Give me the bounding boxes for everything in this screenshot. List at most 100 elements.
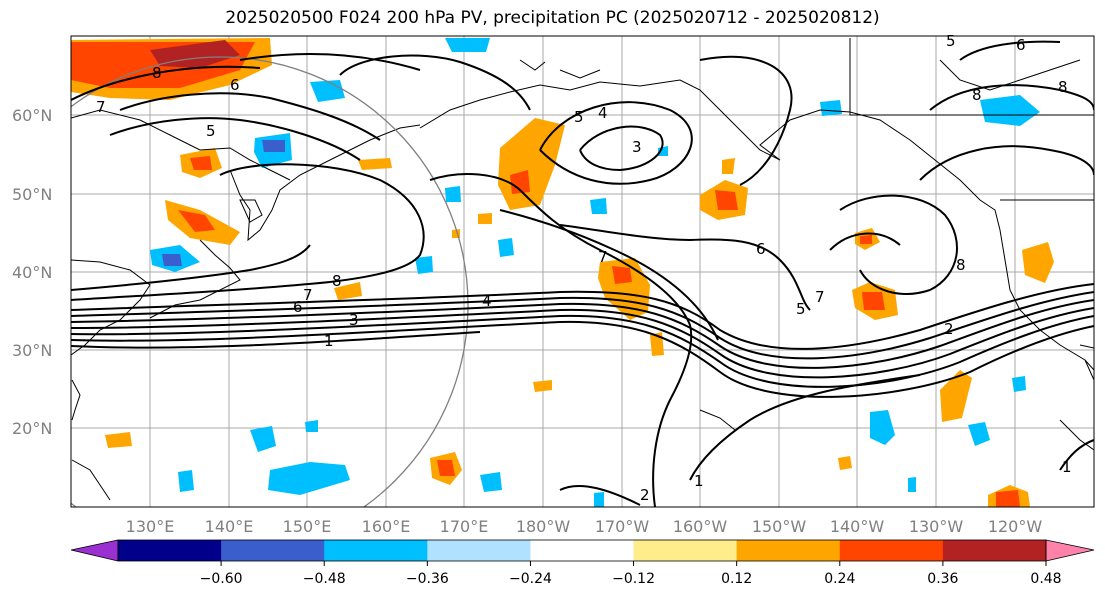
precip-negative-area [870, 410, 895, 445]
contour-label-7: 7 [96, 98, 106, 116]
colorbar-tick-label: −0.48 [303, 571, 346, 587]
precip-positive-area [838, 456, 852, 470]
colorbar-cell [427, 540, 531, 561]
contour-label-7-japan: 7 [303, 286, 313, 304]
latitude-labels: 60°N 50°N 40°N 30°N 20°N [12, 106, 52, 438]
colorbar-extend-high [1045, 539, 1095, 562]
contour-label-7-east: 7 [815, 288, 825, 306]
contour-label-1-se: 1 [1062, 458, 1072, 476]
contour-label-3-jet: 3 [349, 311, 359, 329]
colorbar-cell [942, 540, 1047, 561]
range-circle [71, 56, 469, 507]
precip-negative-area [445, 38, 490, 52]
lat-label: 60°N [12, 106, 52, 125]
precip-positive-area [105, 432, 132, 448]
map-border [70, 35, 1095, 508]
coastlines [71, 38, 1094, 501]
longitude-labels: 130°E 140°E 150°E 160°E 170°E 180°W 170°… [126, 517, 1043, 536]
lon-label: 150°E [283, 517, 332, 536]
precip-negative-area [268, 462, 350, 495]
precip-negative-area [594, 492, 604, 507]
precip-positive-area [190, 156, 212, 170]
lon-label: 160°W [673, 517, 728, 536]
precip-positive-area [996, 490, 1020, 507]
contour-label-5-canada: 5 [946, 32, 956, 50]
lon-label: 170°E [440, 517, 489, 536]
lat-label: 40°N [12, 263, 52, 282]
colorbar-extend-low [70, 539, 119, 562]
colorbar-cell [118, 540, 222, 561]
contour-label-3-north: 3 [632, 138, 642, 156]
lon-label: 160°E [362, 517, 411, 536]
contour-label-8-alaska: 8 [972, 86, 982, 104]
precip-positive-area [437, 460, 455, 476]
colorbar-cell [736, 540, 841, 561]
colorbar-tick-label: −0.36 [406, 571, 449, 587]
contour-label-2-south: 2 [640, 486, 650, 504]
pv-contours [71, 40, 1094, 507]
colorbar-tick-label: 0.12 [721, 571, 752, 587]
precip-negative-area [1012, 376, 1026, 392]
contour-label-6: 6 [230, 76, 240, 94]
contour-label-1-south: 1 [694, 472, 704, 490]
contour-label-5: 5 [206, 122, 216, 140]
precip-positive-area [612, 266, 632, 284]
precip-negative-area [162, 254, 182, 266]
colorbar-cell [530, 540, 635, 561]
precip-positive-area [478, 213, 492, 224]
lat-label: 30°N [12, 341, 52, 360]
precip-positive-area [334, 282, 362, 300]
precip-negative-area [178, 470, 194, 492]
contour-label-6-east: 6 [756, 240, 766, 258]
precip-negative-area [968, 422, 990, 446]
contour-label-6-canada: 6 [1016, 36, 1026, 54]
colorbar-tick-label: −0.12 [612, 571, 655, 587]
precip-negative-area [250, 426, 276, 452]
precip-positive-area [860, 235, 872, 244]
map-title: 2025020500 F024 200 hPa PV, precipitatio… [225, 8, 880, 28]
precip-negative-area [305, 420, 318, 432]
lon-label: 140°E [205, 517, 254, 536]
contour-label-4-north: 4 [598, 104, 608, 122]
colorbar-cell [839, 540, 944, 561]
contour-label-8-canada: 8 [1058, 78, 1068, 96]
precip-positive-area [722, 158, 735, 174]
contour-label-1-jet: 1 [324, 332, 334, 350]
lon-label: 170°W [595, 517, 650, 536]
lat-label: 50°N [12, 185, 52, 204]
precip-negative-area [658, 146, 668, 156]
precip-negative-area [590, 198, 607, 214]
lon-label: 130°E [126, 517, 175, 536]
contour-label-8-japan: 8 [332, 272, 342, 290]
contour-label-8: 8 [152, 64, 162, 82]
precip-positive-area [598, 258, 650, 320]
colorbar-tick-label: 0.48 [1030, 571, 1061, 587]
colorbar-cell [633, 540, 738, 561]
contour-label-5-north: 5 [574, 108, 584, 126]
precip-negative-area [262, 140, 285, 152]
colorbar-outline [117, 539, 1047, 562]
contour-label-4-jet: 4 [482, 292, 492, 310]
lon-label: 130°W [909, 517, 964, 536]
precip-negative-area [908, 477, 916, 492]
precip-positive-area [533, 380, 552, 392]
precip-positive-area [510, 170, 530, 194]
colorbar-tick-label: −0.24 [509, 571, 552, 587]
precip-positive-area [715, 190, 738, 210]
lon-label: 140°W [830, 517, 885, 536]
colorbar-cell [221, 540, 325, 561]
lon-label: 120°W [988, 517, 1043, 536]
precip-negative-area [445, 186, 461, 202]
colorbar-tick-label: 0.36 [927, 571, 958, 587]
precip-positive-area [1022, 242, 1054, 283]
precip-negative-area [980, 95, 1040, 126]
precip-positive-area [940, 370, 972, 422]
lat-label: 20°N [12, 419, 52, 438]
precip-negative-area [415, 256, 433, 274]
lon-label: 150°W [752, 517, 807, 536]
colorbar-tick-label: 0.24 [824, 571, 855, 587]
precip-positive-area [358, 158, 392, 170]
precip-positive-area [178, 210, 215, 232]
contour-labels: 8 6 7 5 5 4 3 8 7 6 4 3 1 7 6 5 7 8 2 8 … [96, 32, 1072, 504]
